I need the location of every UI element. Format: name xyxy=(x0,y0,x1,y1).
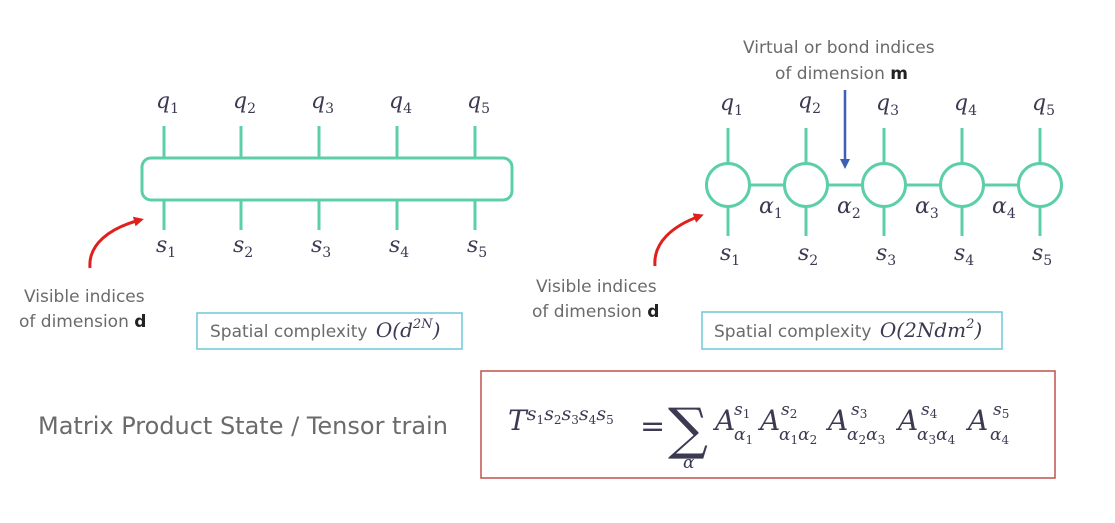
formula-factors: A s1 α1 A s2 α1α2 A s3 α2α3 A s4 α3α4 A … xyxy=(712,400,1009,447)
visible-indices-arrow xyxy=(88,216,144,269)
full-tensor-complexity-box xyxy=(196,312,463,350)
s-label: s4 xyxy=(954,241,974,269)
q-label: q1 xyxy=(720,91,743,119)
visible-indices-note-line2: of dimension d xyxy=(532,302,659,322)
visible-indices-note-line1: Visible indices xyxy=(24,287,145,307)
visible-indices-note-line2: of dimension d xyxy=(19,312,146,332)
bond-indices-note-line1: Virtual or bond indices xyxy=(743,38,935,58)
s-label: s1 xyxy=(720,241,740,269)
s-label: s1 xyxy=(156,233,176,261)
s-label: s2 xyxy=(798,241,818,269)
formula-equals: = xyxy=(640,409,665,444)
visible-indices-note-line1: Visible indices xyxy=(536,277,657,297)
alpha-labels: α1 α2 α3 α4 xyxy=(759,194,1016,222)
right-s-labels: s1 s2 s3 s4 s5 xyxy=(720,241,1052,269)
formula-box xyxy=(480,370,1056,479)
formula-T: Ts1s2s3s4s5 xyxy=(508,403,614,437)
mps-complexity-box xyxy=(701,311,1003,350)
tensor-node xyxy=(861,162,907,208)
q-label: q3 xyxy=(876,91,899,119)
tensor-node xyxy=(1017,162,1063,208)
full-tensor-diagram: q1 q2 q3 q4 q5 s1 s2 s3 s4 s5 Visible in… xyxy=(19,89,514,350)
formula-factor-sub: α2α3 xyxy=(847,425,885,447)
s-label: s3 xyxy=(311,233,331,261)
q-label: q2 xyxy=(798,89,821,117)
s-label: s3 xyxy=(876,241,896,269)
formula-factor: A xyxy=(825,404,848,437)
alpha-label: α1 xyxy=(759,194,783,222)
formula-factor-sub: α3α4 xyxy=(917,425,956,447)
mps-formula: Ts1s2s3s4s5 = ∑ α A s1 α1 A s2 α1α2 A s3… xyxy=(480,370,1056,479)
formula-factor: A xyxy=(757,404,780,437)
q-label: q4 xyxy=(389,89,412,117)
formula-factor: A xyxy=(965,404,988,437)
full-tensor-block xyxy=(140,156,514,202)
q-label: q4 xyxy=(954,91,977,119)
s-label: s5 xyxy=(1032,241,1052,269)
visible-indices-arrow xyxy=(653,213,704,267)
formula-sum: ∑ xyxy=(668,397,708,462)
s-label: s5 xyxy=(467,233,487,261)
formula-factor-sub: α1 xyxy=(734,425,753,447)
alpha-label: α3 xyxy=(915,194,939,222)
formula-factor-sub: α1α2 xyxy=(779,425,817,447)
formula-factor: A xyxy=(895,404,918,437)
left-s-labels: s1 s2 s3 s4 s5 xyxy=(156,233,487,261)
alpha-label: α2 xyxy=(837,194,861,222)
page-title: Matrix Product State / Tensor train xyxy=(38,412,448,440)
formula-factor-sup: s4 xyxy=(921,400,938,421)
alpha-label: α4 xyxy=(992,194,1016,222)
full-tensor-complexity: Spatial complexity O(d2N) xyxy=(210,317,440,342)
mps-complexity: Spatial complexity O(2Ndm2) xyxy=(714,317,982,342)
right-q-labels: q1 q2 q3 q4 q5 xyxy=(720,89,1055,119)
formula-factor-sup: s5 xyxy=(993,400,1009,421)
q-label: q5 xyxy=(1032,91,1055,119)
formula-sum-index: α xyxy=(683,453,695,473)
q-label: q3 xyxy=(311,89,334,117)
s-label: s4 xyxy=(389,233,409,261)
formula-factor-sub: α4 xyxy=(990,425,1009,447)
s-label: s2 xyxy=(233,233,253,261)
mps-chain-diagram: q1 q2 q3 q4 q5 α1 α2 α3 α4 s1 s2 s3 s4 s… xyxy=(532,38,1063,350)
bond-indices-note-line2: of dimension m xyxy=(775,64,908,84)
left-q-labels: q1 q2 q3 q4 q5 xyxy=(156,89,490,117)
q-label: q1 xyxy=(156,89,179,117)
tensor-node xyxy=(705,162,751,208)
formula-factor-sup: s1 xyxy=(734,400,750,421)
formula-factor-sup: s3 xyxy=(851,400,867,421)
q-label: q5 xyxy=(467,89,490,117)
mps-legs xyxy=(726,128,1042,236)
tensor-node xyxy=(939,162,985,208)
full-tensor-legs xyxy=(162,126,477,230)
q-label: q2 xyxy=(233,89,256,117)
tensor-node xyxy=(783,162,829,208)
formula-factor-sup: s2 xyxy=(781,400,797,421)
mps-nodes xyxy=(705,162,1063,208)
formula-factor: A xyxy=(712,404,735,437)
